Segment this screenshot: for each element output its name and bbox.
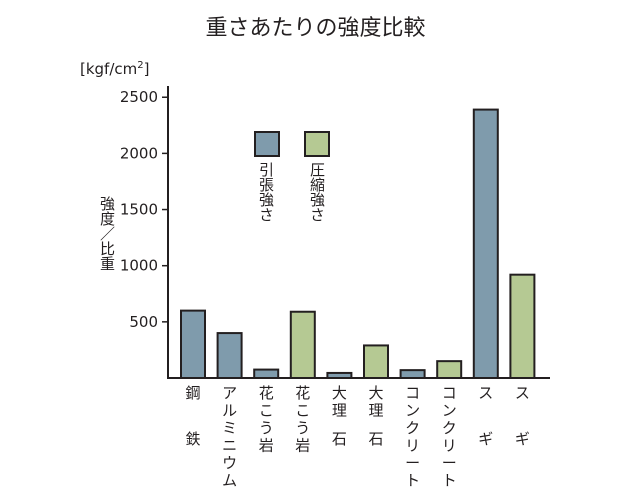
category-label: 花こう岩: [295, 384, 310, 455]
bar-compression: [363, 344, 389, 379]
bar-compression: [436, 360, 463, 379]
category-label-second-line: ギ: [515, 430, 530, 448]
legend-swatch-tension: [254, 131, 280, 157]
category-label-second-line: 石: [368, 430, 383, 448]
category-label-second-line: ギ: [478, 430, 493, 448]
y-tick-label: 2500: [120, 88, 158, 106]
y-tick-label: 1500: [120, 201, 158, 219]
category-label: 鋼: [185, 384, 200, 402]
bar-tension: [472, 108, 499, 379]
chart-title: 重さあたりの強度比較: [205, 16, 426, 41]
y-unit-label: [kgf/cm2]: [80, 60, 150, 78]
category-label: ス: [478, 384, 493, 402]
category-label: 花こう岩: [259, 384, 274, 455]
y-tick-label: 500: [129, 313, 158, 331]
legend-label-tension: 引張強さ: [257, 162, 275, 222]
bar-tension: [253, 368, 280, 380]
bar-compression: [509, 273, 536, 379]
legend-swatch-compression: [304, 131, 330, 157]
category-label: 大理: [368, 384, 383, 420]
category-label: コンクリート: [405, 384, 420, 487]
y-tick-label: 1000: [120, 257, 158, 275]
category-label: 大理: [332, 384, 347, 420]
y-tick-label: 2000: [120, 144, 158, 162]
category-label-second-line: 石: [332, 430, 347, 448]
y-axis-label: 強度／比重: [98, 196, 116, 271]
bar-tension: [180, 309, 206, 379]
category-label-second-line: 鉄: [185, 430, 200, 448]
legend-label-compression: 圧縮強さ: [308, 162, 326, 222]
bar-tension: [399, 369, 426, 379]
bar-compression: [289, 310, 316, 379]
category-label: アルミニウム: [222, 384, 237, 487]
bar-tension: [216, 332, 243, 380]
category-label: コンクリート: [442, 384, 457, 487]
category-label: ス: [515, 384, 530, 402]
